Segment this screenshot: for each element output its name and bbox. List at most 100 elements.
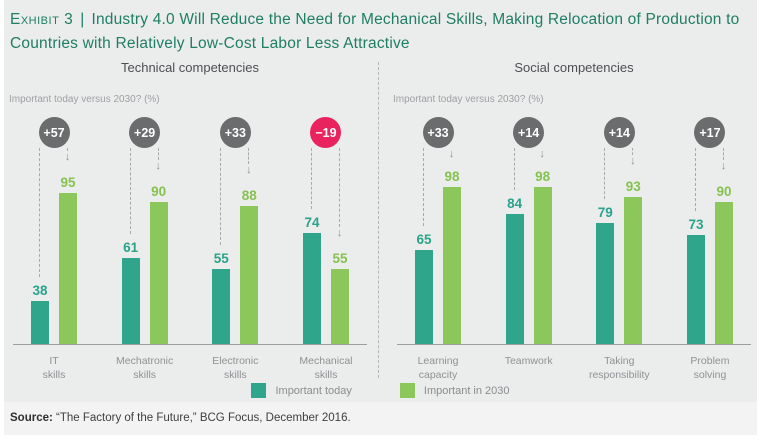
- legend-item-2030: Important in 2030: [399, 383, 510, 398]
- connector-dash-line: [423, 148, 424, 226]
- connector-dash-line: [129, 148, 131, 234]
- source-text: “The Factory of the Future,” BCG Focus, …: [52, 412, 351, 424]
- bar-value-today: 74: [304, 215, 320, 230]
- bar-2030: [443, 187, 461, 345]
- bar-value-today: 55: [213, 251, 229, 266]
- arrow-down-icon: ↓: [539, 148, 545, 160]
- connector-dash-line: [632, 148, 634, 155]
- title-separator: |: [80, 11, 85, 28]
- category-label: Electronic skills: [212, 355, 259, 382]
- chart-group: +14 ↓ 79 93 Taking responsibility: [574, 117, 664, 382]
- legend-label-2030: Important in 2030: [423, 384, 510, 397]
- connector-dash-line: [157, 148, 159, 160]
- legend-item-today: Important today: [251, 383, 352, 398]
- bar-2030: [533, 187, 552, 345]
- panel-title-social: Social competencies: [514, 60, 634, 75]
- bar-value-2030: 95: [60, 175, 76, 190]
- arrow-down-icon: ↓: [64, 151, 71, 163]
- panel-divider: [378, 62, 379, 378]
- delta-badge: +29: [129, 117, 161, 148]
- category-label: Mechanical skills: [299, 355, 353, 382]
- delta-badge: +57: [38, 117, 70, 148]
- bar-groups-technical: +57 ↓ 38 95 IT skills +29 ↓ 61 90 Mechatronic skill…: [9, 117, 371, 382]
- bar-value-2030: 90: [151, 184, 167, 199]
- bar-pair-zone: ↓ 74 55: [281, 148, 371, 345]
- panel-subtitle-social: Important today versus 2030? (%): [393, 94, 544, 105]
- delta-badge: +14: [513, 117, 545, 148]
- source-line: Source: “The Factory of the Future,” BCG…: [10, 412, 351, 424]
- bar-value-today: 79: [597, 205, 613, 220]
- delta-badge: +14: [603, 117, 635, 148]
- panel-technical: Technical competencies Important today v…: [9, 60, 371, 382]
- bar-pair-zone: ↓ 65 98: [393, 148, 483, 345]
- source-label: Source:: [10, 412, 53, 424]
- bar-pair-zone: ↓ 79 93: [574, 148, 664, 345]
- connector-dash-line: [220, 148, 222, 245]
- chart-group: +14 ↓ 84 98 Teamwork: [484, 117, 574, 382]
- category-label: Learning capacity: [417, 355, 459, 382]
- legend-swatch-2030: [399, 383, 415, 398]
- category-label: IT skills: [42, 355, 66, 382]
- bar-groups-social: +33 ↓ 65 98 Learning capacity +14 ↓ 84 98 Teamwork…: [393, 117, 755, 382]
- delta-badge: +33: [219, 117, 251, 148]
- bar-value-2030: 55: [332, 251, 348, 266]
- panel-social: Social competencies Important today vers…: [393, 60, 755, 382]
- bar-value-today: 61: [123, 240, 139, 255]
- bar-2030: [240, 206, 259, 345]
- connector-dash-line: [722, 148, 724, 160]
- arrow-down-icon: ↓: [630, 155, 636, 167]
- connector-dash-line: [67, 148, 68, 151]
- chart-group: +17 ↓ 73 90 Problem solving: [665, 117, 755, 382]
- bar-value-2030: 98: [444, 169, 460, 184]
- footer-strip: [4, 402, 757, 435]
- bar-today: [121, 258, 140, 345]
- chart-group: +33 ↓ 65 98 Learning capacity: [393, 117, 483, 382]
- legend-label-today: Important today: [275, 384, 352, 397]
- chart-group: −19 ↓ 74 55 Mechanical skills: [281, 117, 371, 382]
- bar-2030: [149, 202, 168, 345]
- bar-2030: [59, 193, 77, 345]
- delta-badge: +33: [422, 117, 454, 148]
- arrow-down-icon: ↓: [336, 227, 343, 239]
- arrow-down-icon: ↓: [155, 160, 161, 172]
- bar-today: [415, 250, 433, 345]
- bar-2030: [624, 197, 643, 345]
- category-label: Problem solving: [690, 355, 730, 382]
- chart-legend: Important today Important in 2030: [4, 383, 757, 398]
- bar-pair-zone: ↓ 38 95: [9, 148, 99, 345]
- arrow-down-icon: ↓: [246, 164, 252, 176]
- bar-value-today: 73: [688, 217, 704, 232]
- exhibit-title: Exhibit 3 | Industry 4.0 Will Reduce the N…: [10, 8, 752, 56]
- delta-badge: +17: [694, 117, 726, 148]
- title-text: Industry 4.0 Will Reduce the Need for Me…: [10, 11, 740, 53]
- chart-group: +33 ↓ 55 88 Electronic skills: [190, 117, 280, 382]
- bar-today: [686, 235, 705, 345]
- bar-today: [302, 233, 321, 345]
- arrow-down-icon: ↓: [448, 148, 455, 160]
- chart-group: +29 ↓ 61 90 Mechatronic skills: [100, 117, 190, 382]
- chart-group: +57 ↓ 38 95 IT skills: [9, 117, 99, 382]
- connector-dash-line: [310, 148, 312, 209]
- bar-value-2030: 93: [625, 179, 641, 194]
- connector-dash-line: [513, 148, 515, 190]
- bar-today: [212, 269, 231, 345]
- connector-dash-line: [39, 148, 40, 277]
- bar-pair-zone: ↓ 73 90: [665, 148, 755, 345]
- bar-value-today: 84: [507, 196, 523, 211]
- delta-badge: −19: [310, 117, 342, 148]
- panel-title-technical: Technical competencies: [120, 60, 260, 75]
- exhibit-label: Exhibit 3: [10, 11, 74, 28]
- connector-dash-line: [338, 148, 340, 227]
- connector-dash-line: [694, 148, 696, 211]
- axis-baseline: [13, 344, 367, 345]
- panel-subtitle-technical: Important today versus 2030? (%): [9, 94, 160, 105]
- bar-value-2030: 90: [716, 184, 732, 199]
- connector-dash-line: [604, 148, 606, 199]
- bar-pair-zone: ↓ 84 98: [484, 148, 574, 345]
- bar-value-2030: 98: [535, 169, 551, 184]
- connector-dash-line: [248, 148, 250, 164]
- category-label: Taking responsibility: [588, 355, 650, 382]
- bar-pair-zone: ↓ 55 88: [190, 148, 280, 345]
- bar-today: [596, 223, 615, 345]
